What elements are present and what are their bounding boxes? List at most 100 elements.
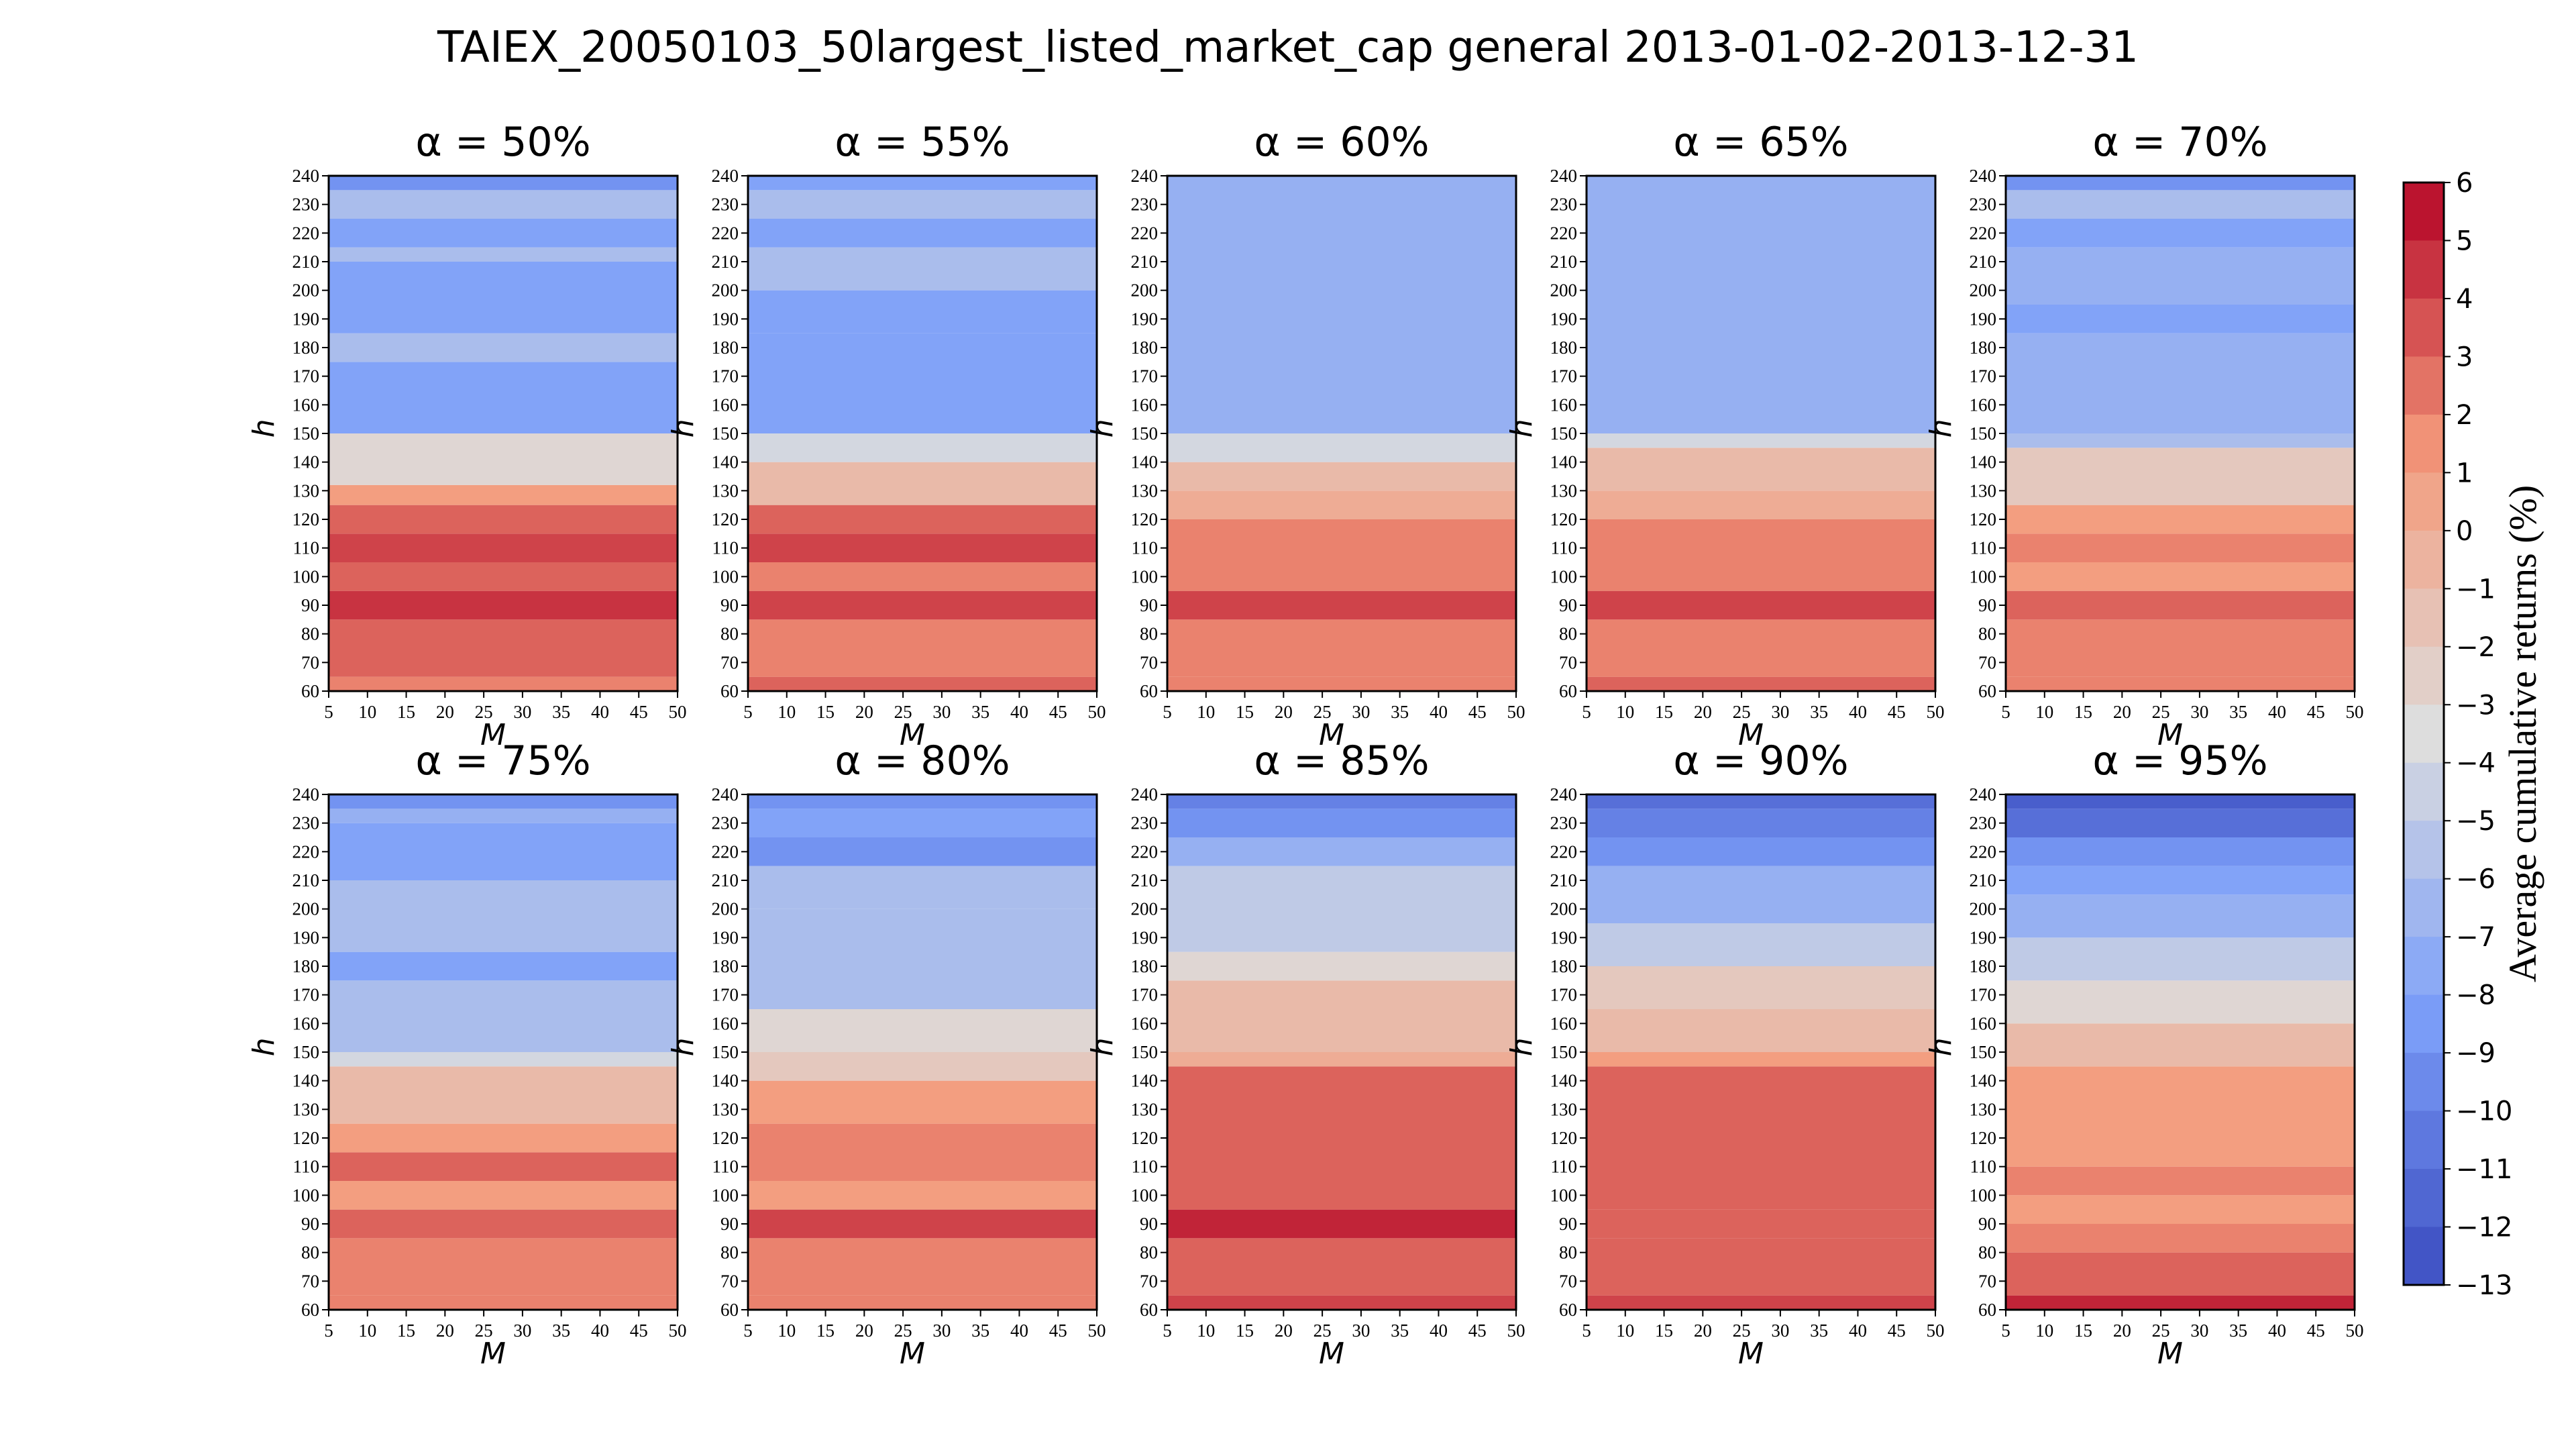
y-tick-label: 240	[712, 166, 739, 186]
x-tick-label: 15	[397, 702, 415, 722]
y-tick-label: 180	[1970, 956, 1997, 976]
panel-title: α = 80%	[835, 737, 1010, 784]
contour-band	[1167, 1295, 1516, 1310]
x-axis-label: M	[1738, 718, 1764, 752]
y-tick-label: 110	[1970, 1157, 1997, 1177]
y-tick-label: 60	[720, 681, 739, 701]
x-tick-label: 45	[630, 702, 648, 722]
x-tick-label: 30	[1352, 1320, 1370, 1341]
contour-band	[2006, 894, 2355, 938]
y-tick-label: 60	[720, 1300, 739, 1320]
colorbar-frame	[2402, 181, 2445, 1286]
contour-band	[1587, 966, 1935, 1009]
y-tick-label: 90	[1140, 1214, 1158, 1234]
y-tick-label: 70	[1140, 652, 1158, 672]
y-tick-label: 180	[1131, 338, 1159, 358]
x-tick-label: 45	[1888, 1320, 1906, 1341]
x-tick-label: 20	[855, 702, 873, 722]
y-tick-label: 110	[1551, 1157, 1578, 1177]
x-tick-label: 20	[1275, 702, 1293, 722]
x-tick-label: 45	[630, 1320, 648, 1341]
y-tick-label: 190	[1131, 927, 1159, 947]
contour-band	[2006, 980, 2355, 1024]
y-tick-label: 170	[1131, 366, 1159, 386]
y-tick-label: 200	[712, 899, 739, 919]
x-tick-label: 40	[591, 1320, 609, 1341]
y-tick-label: 100	[1970, 1185, 1997, 1205]
x-tick-label: 50	[1507, 1320, 1525, 1341]
contour-band	[748, 219, 1097, 248]
y-tick-label: 110	[293, 1157, 320, 1177]
y-tick-label: 60	[1140, 1300, 1158, 1320]
panel: α = 75% 60 70 80 90 100 110 120 130 140 150 160 170 1…	[247, 737, 687, 1371]
x-tick-label: 50	[669, 702, 687, 722]
y-tick-label: 90	[720, 595, 739, 615]
contour-band	[748, 462, 1097, 505]
contour-band	[1167, 176, 1516, 391]
colorbar-tick-label: 5	[2456, 225, 2473, 256]
y-tick-label: 110	[293, 538, 320, 558]
colorbar-tick-label: −11	[2456, 1154, 2512, 1185]
y-tick-label: 230	[1970, 195, 1997, 215]
x-axis-label: M	[1319, 1337, 1344, 1371]
y-axis-label: h	[247, 419, 281, 437]
x-tick-label: 25	[894, 1320, 912, 1341]
y-tick-label: 130	[712, 480, 739, 501]
x-tick-label: 30	[1771, 1320, 1789, 1341]
contour-band	[1167, 1238, 1516, 1296]
y-tick-label: 130	[292, 480, 320, 501]
contour-band	[1587, 676, 1935, 691]
contour-band	[1167, 1066, 1516, 1210]
colorbar-tick-label: −2	[2456, 632, 2496, 663]
y-tick-label: 180	[712, 956, 739, 976]
x-tick-label: 25	[1313, 1320, 1332, 1341]
x-tick-label: 30	[1352, 702, 1370, 722]
y-tick-label: 190	[1970, 927, 1997, 947]
y-tick-label: 120	[1550, 1128, 1578, 1148]
contour-band	[329, 823, 678, 880]
x-axis-label: M	[1738, 1337, 1764, 1371]
y-tick-label: 220	[1131, 841, 1159, 862]
x-tick-label: 35	[971, 702, 989, 722]
contour-band	[1587, 1066, 1935, 1210]
y-tick-label: 150	[1550, 423, 1578, 444]
x-tick-label: 15	[1236, 1320, 1254, 1341]
colorbar-level	[2404, 240, 2444, 299]
contour-band	[1167, 462, 1516, 491]
contour-band	[2006, 1252, 2355, 1296]
contour-band	[1587, 590, 1935, 620]
y-tick-label: 140	[1131, 1071, 1159, 1091]
y-tick-label: 200	[1970, 280, 1997, 301]
y-tick-label: 70	[720, 652, 739, 672]
colorbar-level	[2404, 298, 2444, 357]
x-tick-label: 50	[1927, 1320, 1945, 1341]
contour-band	[2006, 1023, 2355, 1067]
y-axis-label: h	[666, 419, 700, 437]
y-tick-label: 70	[1559, 652, 1577, 672]
y-tick-label: 120	[712, 1128, 739, 1148]
x-tick-label: 50	[1507, 702, 1525, 722]
colorbar-level	[2404, 878, 2444, 937]
contour-band	[329, 1181, 678, 1210]
contour-band	[1167, 590, 1516, 620]
contour-band	[2006, 448, 2355, 505]
contour-band	[748, 333, 1097, 433]
y-tick-label: 220	[1970, 841, 1997, 862]
x-tick-label: 20	[2113, 1320, 2131, 1341]
y-tick-label: 240	[1131, 166, 1159, 186]
panel-title: α = 55%	[835, 119, 1010, 166]
figure-title: TAIEX_20050103_50largest_listed_market_c…	[437, 23, 2139, 72]
colorbar-level	[2404, 937, 2444, 996]
colorbar-tick-label: −4	[2456, 748, 2496, 779]
contour-band	[329, 1152, 678, 1181]
contour-band	[1587, 1009, 1935, 1052]
contour-band	[1167, 676, 1516, 691]
y-tick-label: 210	[292, 870, 320, 890]
y-tick-label: 220	[292, 223, 320, 243]
y-tick-label: 100	[712, 1185, 739, 1205]
x-tick-label: 50	[2346, 1320, 2364, 1341]
colorbar-tick-label: 0	[2456, 516, 2473, 547]
y-tick-label: 110	[1551, 538, 1578, 558]
x-tick-label: 25	[475, 702, 493, 722]
